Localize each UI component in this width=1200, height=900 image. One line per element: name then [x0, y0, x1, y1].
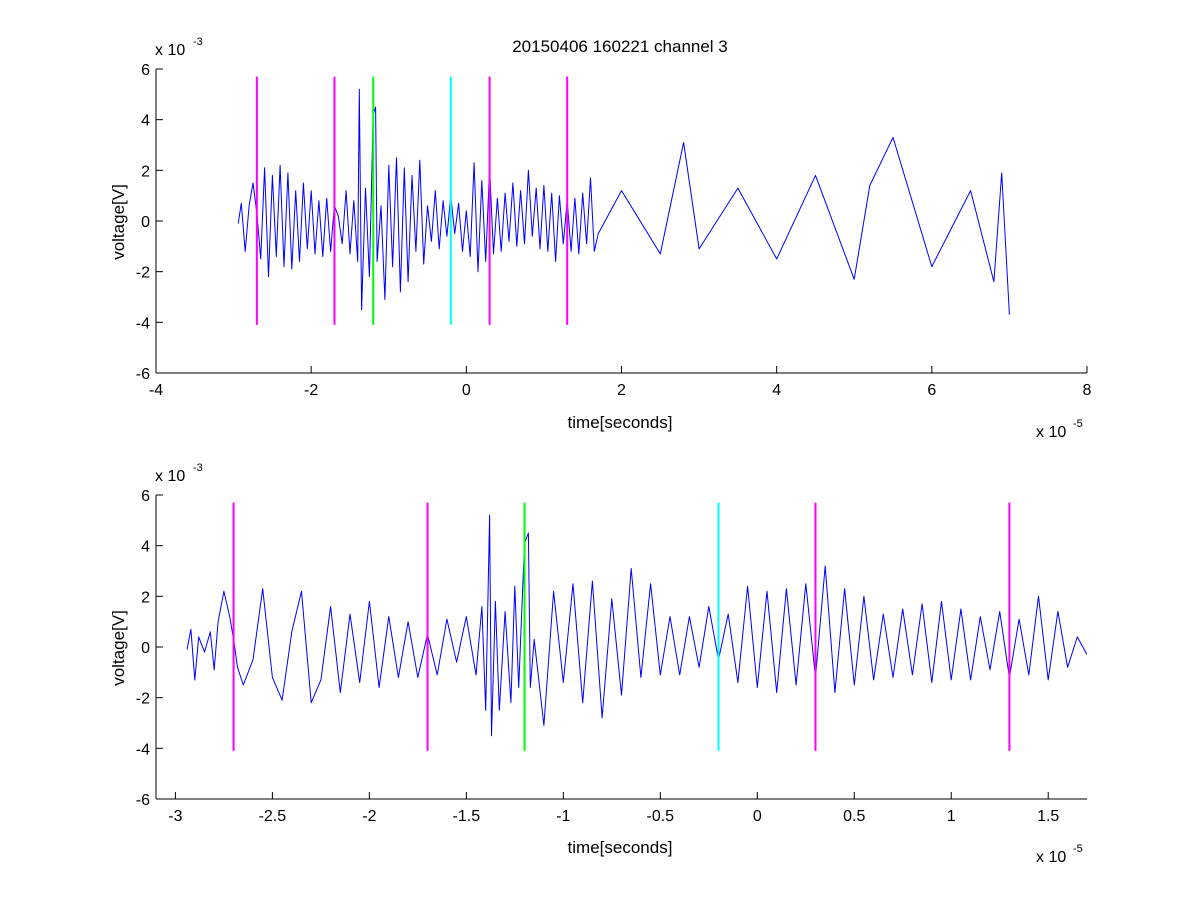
bottom-x-tick-label: -1	[556, 808, 570, 825]
bottom-y-multiplier: x 10 -3	[155, 462, 203, 485]
top-y-axis-label: voltage[V]	[109, 184, 128, 260]
top-y-tick-label: -6	[136, 366, 150, 383]
bottom-x-tick-label: -2.5	[259, 808, 287, 825]
bottom-y-tick-label: 6	[141, 488, 150, 505]
bottom-x-multiplier: x 10 -5	[1036, 843, 1083, 866]
bottom-x-multiplier-exponent: -5	[1073, 843, 1083, 855]
top-x-axis-label: time[seconds]	[568, 413, 673, 432]
top-x-tick-label: 0	[462, 382, 471, 399]
bottom-x-tick-label: -1.5	[453, 808, 481, 825]
top-y-tick-label: 4	[141, 113, 150, 130]
top-x-tick-label: -2	[304, 382, 318, 399]
bottom-voltage-series-line	[186, 514, 1087, 737]
bottom-y-multiplier-base: x 10	[155, 468, 185, 485]
bottom-x-tick-label: -0.5	[647, 808, 675, 825]
bottom-x-tick-label: -3	[168, 808, 182, 825]
top-x-multiplier: x 10 -5	[1036, 418, 1083, 441]
bottom-y-tick-label: -6	[136, 792, 150, 809]
top-y-multiplier: x 10 -3	[155, 36, 203, 59]
top-voltage-series-line	[237, 88, 1010, 315]
bottom-x-tick-label: 0.5	[843, 808, 865, 825]
top-chart-title: 20150406 160221 channel 3	[512, 37, 728, 56]
bottom-y-tick-label: -2	[136, 691, 150, 708]
top-x-tick-label: 4	[772, 382, 781, 399]
top-x-tick-label: 8	[1083, 382, 1092, 399]
top-y-tick-label: 0	[141, 214, 150, 231]
top-x-tick-label: -4	[149, 382, 163, 399]
top-x-multiplier-exponent: -5	[1073, 418, 1083, 430]
top-y-tick-label: -2	[136, 265, 150, 282]
bottom-x-tick-label: 1	[947, 808, 956, 825]
top-x-tick-label: 2	[617, 382, 626, 399]
bottom-x-tick-label: 1.5	[1037, 808, 1059, 825]
top-y-tick-label: 2	[141, 163, 150, 180]
bottom-x-tick-label: 0	[753, 808, 762, 825]
bottom-y-multiplier-exponent: -3	[193, 462, 203, 474]
bottom-x-tick-label: -2	[362, 808, 376, 825]
bottom-y-tick-label: 0	[141, 640, 150, 657]
top-y-multiplier-base: x 10	[155, 42, 185, 59]
bottom-plot-area: -3 -2.5 -2 -1.5 -1 -0.5 0 0.5 1 1.5 -6 -4 -2 0 2 4 6	[136, 488, 1087, 825]
bottom-y-tick-label: -4	[136, 741, 150, 758]
top-x-tick-label: 6	[927, 382, 936, 399]
bottom-y-tick-label: 4	[141, 539, 150, 556]
bottom-x-axis-label: time[seconds]	[568, 838, 673, 857]
top-y-tick-label: 6	[141, 62, 150, 79]
bottom-y-tick-label: 2	[141, 589, 150, 606]
top-y-multiplier-exponent: -3	[193, 36, 203, 48]
bottom-y-axis-label: voltage[V]	[109, 610, 128, 686]
bottom-x-multiplier-base: x 10	[1036, 849, 1066, 866]
top-y-tick-label: -4	[136, 315, 150, 332]
top-x-multiplier-base: x 10	[1036, 424, 1066, 441]
